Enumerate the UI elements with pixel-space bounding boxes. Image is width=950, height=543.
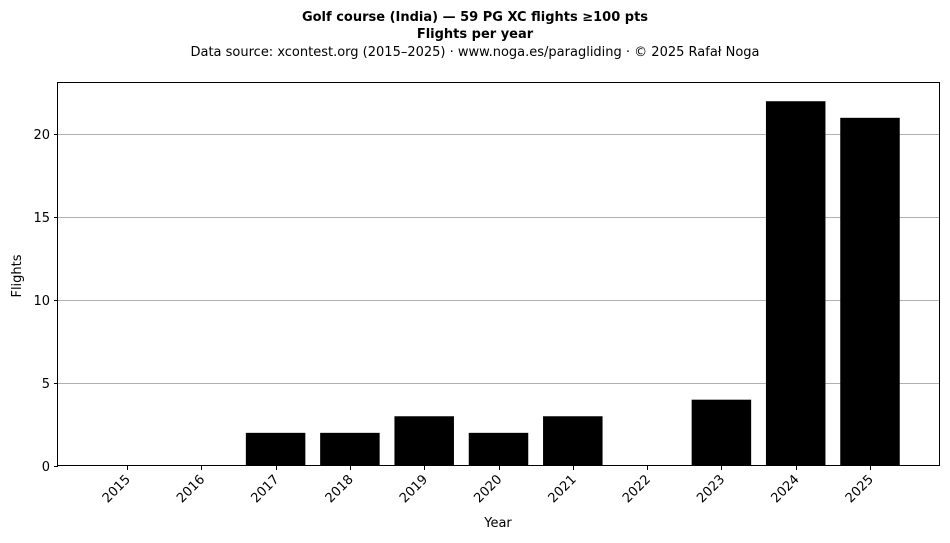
y-tick-label-20: 20 [33,128,50,143]
x-tick-label-2018: 2018 [323,472,357,506]
bar-2023 [691,399,752,466]
bar-2024 [765,101,826,466]
x-tick-label-2015: 2015 [100,472,134,506]
x-tick-label-2016: 2016 [174,472,208,506]
y-axis-label: Flights [10,254,25,297]
x-tick-label-2019: 2019 [397,472,431,506]
x-tick-label-2021: 2021 [546,472,580,506]
y-axis-ticks: 0 5 10 15 20 [33,128,58,475]
x-axis-ticks: 2015 2016 2017 2018 2019 2020 2021 2022 2023 2024… [100,466,877,506]
x-axis-label: Year [483,516,512,531]
bar-2025 [840,117,900,467]
bar-2020 [468,432,529,466]
bar-2021 [543,416,603,466]
y-tick-label-0: 0 [42,460,50,475]
x-tick-label-2023: 2023 [694,472,728,506]
x-tick-label-2017: 2017 [248,472,282,506]
bar-2017 [245,432,306,466]
x-tick-label-2022: 2022 [620,472,654,506]
chart-subtitle: Flights per year [417,27,534,42]
bar-2019 [394,416,454,466]
chart-source-note: Data source: xcontest.org (2015–2025) · … [190,45,759,60]
y-tick-label-5: 5 [42,377,50,392]
y-tick-label-10: 10 [33,294,50,309]
chart-title: Golf course (India) — 59 PG XC flights ≥… [302,10,648,25]
x-tick-label-2024: 2024 [769,472,803,506]
x-tick-label-2020: 2020 [471,472,505,506]
x-tick-label-2025: 2025 [843,472,877,506]
bar-2018 [320,432,380,466]
y-tick-label-15: 15 [33,211,50,226]
bars [245,101,900,467]
plot-area-frame [57,82,940,466]
